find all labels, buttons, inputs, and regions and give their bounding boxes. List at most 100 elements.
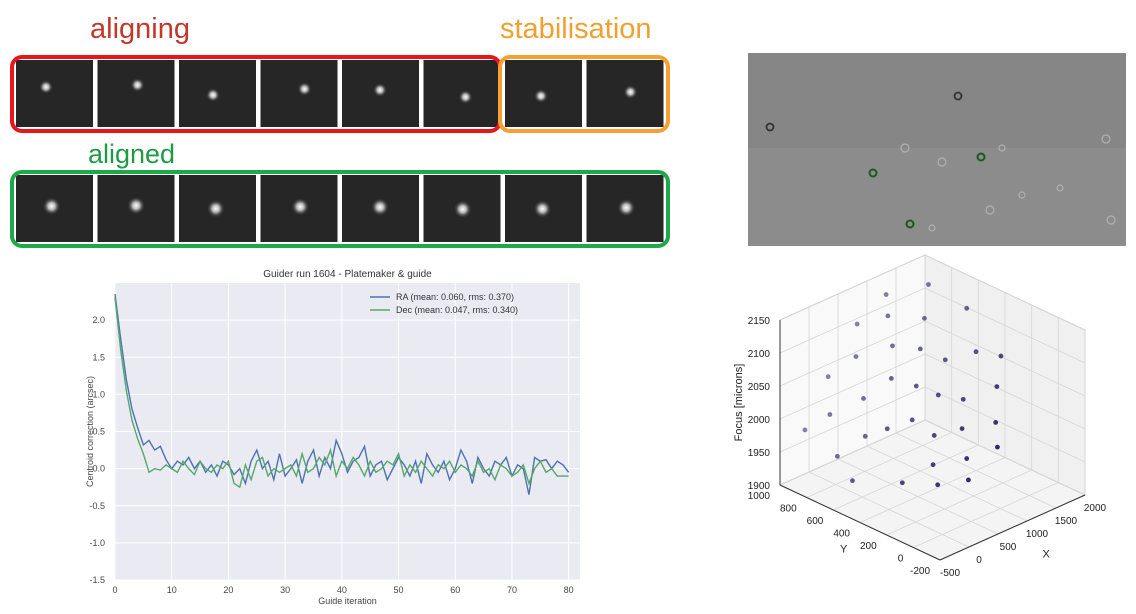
z-tick-label: 2050 xyxy=(748,382,771,393)
x-tick-label: 0 xyxy=(976,555,982,566)
grid-line xyxy=(913,482,1059,548)
x-tick-label: 60 xyxy=(450,585,460,595)
y-tick-label: 1000 xyxy=(748,491,771,502)
x-tick-label: 2000 xyxy=(1084,503,1107,514)
data-point xyxy=(853,354,859,359)
x-tick-label: 30 xyxy=(280,585,290,595)
data-line xyxy=(114,297,569,489)
data-point xyxy=(861,396,866,401)
x-tick-label: 80 xyxy=(564,585,574,595)
data-point xyxy=(899,480,905,486)
data-point xyxy=(913,383,919,389)
x-axis-label: Guide iteration xyxy=(318,596,377,606)
chart-title: Guider run 1604 - Platemaker & guide xyxy=(263,269,432,280)
x-tick-label: 0 xyxy=(112,585,117,595)
star-spot xyxy=(371,198,389,217)
z-tick-label: 1950 xyxy=(748,448,771,459)
y-tick-label: -0.5 xyxy=(89,501,105,511)
grid-line xyxy=(833,444,979,511)
data-point xyxy=(885,313,891,319)
data-point xyxy=(935,392,941,398)
x-tick-label: 1000 xyxy=(1026,529,1049,540)
grid-line xyxy=(924,254,1086,331)
y-tick-label: 0 xyxy=(898,554,904,565)
y-tick-label: 200 xyxy=(860,541,877,552)
star-spot xyxy=(373,83,387,97)
data-point xyxy=(909,417,915,423)
star-spot xyxy=(206,88,220,102)
y-tick-label: 1.0 xyxy=(92,389,105,399)
z-tick-label: 1900 xyxy=(748,481,771,492)
data-point xyxy=(964,305,970,311)
data-point xyxy=(935,482,941,488)
data-point xyxy=(825,374,831,380)
thumbnails xyxy=(16,60,664,242)
grid-line xyxy=(924,386,1086,463)
z-tick-label: 2000 xyxy=(748,415,771,426)
x-tick-label: 10 xyxy=(167,585,177,595)
grid-line xyxy=(779,320,926,387)
data-point xyxy=(926,282,931,287)
data-point xyxy=(930,462,936,468)
focus-chart: -500 0 500 1000 1500 2000 -200 0 200 400 600 800 100… xyxy=(733,254,1107,579)
y-tick-label: 0.5 xyxy=(92,427,105,437)
legend-label: Dec (mean: 0.047, rms: 0.340) xyxy=(396,305,518,315)
data-point xyxy=(960,396,966,402)
x-tick-label: 50 xyxy=(394,585,404,595)
data-point xyxy=(835,453,840,459)
x-tick-label: 40 xyxy=(337,585,347,595)
star-spot xyxy=(617,198,636,217)
aligned-box xyxy=(10,170,670,248)
star-spot xyxy=(623,85,638,99)
x-tick-label: 500 xyxy=(1000,542,1017,553)
data-point xyxy=(850,478,855,484)
y-tick-label: 400 xyxy=(833,529,850,540)
axis-line xyxy=(779,484,941,561)
x-tick-label: -500 xyxy=(940,568,960,579)
y-tick-label: 2.0 xyxy=(92,315,105,325)
y-tick-label: 0.0 xyxy=(92,464,105,474)
grid-line xyxy=(779,254,926,321)
stabilisation-box xyxy=(498,55,670,133)
y-tick-label: 1.5 xyxy=(92,352,105,362)
star-spot xyxy=(533,199,552,218)
z-tick-label: 2150 xyxy=(748,316,771,327)
star-spot xyxy=(206,199,225,218)
grid-line xyxy=(924,320,1086,397)
y-tick-label: -1.5 xyxy=(89,575,105,585)
data-point xyxy=(942,357,948,363)
data-point xyxy=(994,384,1000,389)
sky-image xyxy=(748,53,1126,246)
data-point xyxy=(884,426,890,432)
data-point xyxy=(998,353,1004,359)
y-tick-label: -200 xyxy=(910,566,930,577)
star-spot xyxy=(39,80,53,94)
data-line xyxy=(114,294,570,495)
data-point xyxy=(802,427,808,433)
z-tick-label: 2100 xyxy=(748,349,771,360)
thumbnail xyxy=(16,60,93,127)
grid-line xyxy=(924,287,1086,364)
data-point xyxy=(917,346,923,352)
y-axis-label: Y xyxy=(840,544,848,556)
grid-line xyxy=(924,419,1086,496)
x-tick-label: 1500 xyxy=(1055,516,1078,527)
data-point xyxy=(959,426,965,431)
data-point xyxy=(888,376,894,381)
data-point xyxy=(964,456,970,461)
thumbnail xyxy=(97,60,175,127)
axis-line xyxy=(939,494,1086,561)
grid-line xyxy=(779,353,926,420)
grid-line xyxy=(779,419,926,486)
star-spot xyxy=(297,82,312,96)
legend-label: RA (mean: 0.060, rms: 0.370) xyxy=(396,292,514,302)
y-tick-label: 600 xyxy=(807,516,824,527)
grid-line xyxy=(924,353,1086,430)
star-spot xyxy=(453,200,472,219)
data-point xyxy=(995,444,1000,450)
z-axis-label: Focus [microns] xyxy=(733,364,745,442)
grid-line xyxy=(779,287,926,354)
annotation: stabilisation xyxy=(500,13,652,45)
